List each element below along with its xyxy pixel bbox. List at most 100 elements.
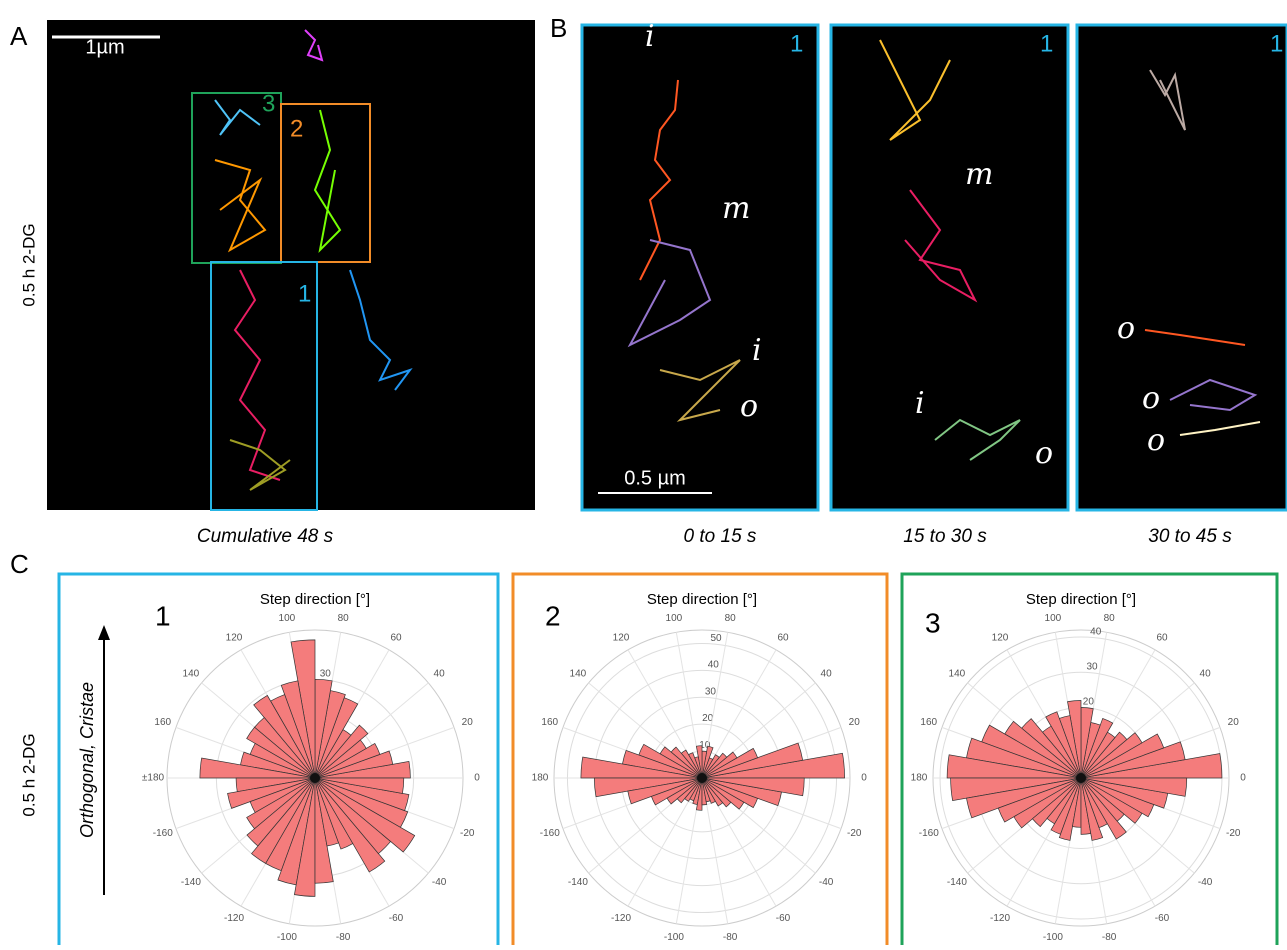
theta-tick-label: -160 xyxy=(153,828,173,839)
region-label: 1 xyxy=(1270,30,1283,57)
bar xyxy=(314,777,416,853)
trajectories xyxy=(214,29,413,491)
theta-tick-label: -140 xyxy=(947,877,967,888)
bar xyxy=(676,777,703,804)
bar xyxy=(1058,777,1082,841)
theta-tick-label: 80 xyxy=(338,613,350,624)
region-box xyxy=(210,261,318,511)
theta-tick-label: -120 xyxy=(990,913,1010,924)
bar xyxy=(1045,711,1082,779)
theta-tick-label: 60 xyxy=(1156,632,1168,643)
bar xyxy=(946,754,1082,779)
bar xyxy=(701,777,805,797)
theta-tick-label: 80 xyxy=(725,613,737,624)
theta-tick-label: 20 xyxy=(1228,717,1240,728)
theta-tick-label: 160 xyxy=(154,717,171,728)
bar xyxy=(701,747,759,779)
axis-arrow-label: Orthogonal, Cristae xyxy=(77,682,97,838)
theta-tick-label: 140 xyxy=(570,669,587,680)
theta-tick-label: -40 xyxy=(1198,877,1213,888)
chart-title: Step direction [°] xyxy=(260,591,370,608)
theta-tick-label: -160 xyxy=(540,828,560,839)
panel-letter: B xyxy=(550,13,567,43)
theta-tick-label: 180 xyxy=(911,773,928,784)
theta-tick-label: 0 xyxy=(861,773,867,784)
bar xyxy=(199,757,316,779)
scale-label: 0.5 µm xyxy=(624,467,686,489)
r-tick-label: 40 xyxy=(1090,626,1102,637)
theta-tick-label: 40 xyxy=(1200,669,1212,680)
annotation: o xyxy=(740,389,758,424)
theta-tick-label: 120 xyxy=(226,632,243,643)
panel-letter: A xyxy=(10,21,28,51)
theta-tick-label: -140 xyxy=(181,877,201,888)
caption: 0 to 15 s xyxy=(684,526,757,547)
theta-tick-label: -120 xyxy=(611,913,631,924)
bar xyxy=(246,726,316,779)
bar xyxy=(253,694,316,779)
bar xyxy=(294,777,316,897)
panel-number: 3 xyxy=(925,607,941,638)
theta-tick-label: ±180 xyxy=(142,773,165,784)
micrograph xyxy=(47,20,535,510)
bar xyxy=(314,777,409,828)
r-tick-label: 50 xyxy=(711,633,723,644)
trajectories xyxy=(627,39,1261,461)
hub xyxy=(310,773,320,783)
chart-title: Step direction [°] xyxy=(1026,591,1136,608)
theta-tick-label: -160 xyxy=(919,828,939,839)
theta-tick-label: 0 xyxy=(1240,773,1246,784)
theta-tick-label: -80 xyxy=(1102,932,1117,943)
theta-tick-label: 160 xyxy=(920,717,937,728)
annotation: i xyxy=(752,333,762,368)
theta-tick-label: 20 xyxy=(462,717,474,728)
bar xyxy=(1080,732,1143,779)
r-tick-label: 30 xyxy=(320,669,332,680)
theta-tick-label: -100 xyxy=(1043,932,1063,943)
theta-tick-label: 100 xyxy=(666,613,683,624)
annotation: o xyxy=(1147,423,1165,458)
scale-label: 1µm xyxy=(85,36,124,58)
theta-tick-label: 40 xyxy=(821,669,833,680)
micrograph xyxy=(580,23,820,512)
bar xyxy=(1080,717,1114,779)
annotation: o xyxy=(1142,381,1160,416)
r-tick-label: 20 xyxy=(1083,697,1095,708)
region-box xyxy=(280,103,371,263)
theta-tick-label: -20 xyxy=(1226,828,1241,839)
row-label: 0.5 h 2-DG xyxy=(19,223,38,306)
r-tick-label: 30 xyxy=(1086,662,1098,673)
theta-tick-label: 140 xyxy=(949,669,966,680)
theta-tick-label: -80 xyxy=(336,932,351,943)
bar xyxy=(1080,741,1186,779)
theta-tick-label: -100 xyxy=(277,932,297,943)
theta-tick-label: 120 xyxy=(613,632,630,643)
panel-number: 1 xyxy=(155,600,171,631)
theta-tick-label: 60 xyxy=(777,632,789,643)
panel-number: 2 xyxy=(545,600,561,631)
theta-tick-label: 60 xyxy=(390,632,402,643)
bar xyxy=(695,777,703,811)
theta-tick-label: -80 xyxy=(723,932,738,943)
region-label: 1 xyxy=(1040,30,1053,57)
arrow-head xyxy=(98,625,110,640)
bar xyxy=(701,751,738,779)
annotation: m xyxy=(722,191,750,226)
theta-tick-label: -20 xyxy=(847,828,862,839)
theta-tick-label: 80 xyxy=(1104,613,1116,624)
theta-tick-label: 120 xyxy=(992,632,1009,643)
annotation: m xyxy=(965,157,993,192)
bar xyxy=(1080,777,1127,840)
bar xyxy=(1080,733,1165,779)
row-label: 0.5 h 2-DG xyxy=(19,733,38,816)
bar xyxy=(650,777,703,806)
region-label: 1 xyxy=(790,30,803,57)
panel-letter: C xyxy=(10,549,29,579)
theta-tick-label: 100 xyxy=(279,613,296,624)
theta-tick-label: 0 xyxy=(474,773,480,784)
theta-tick-label: -60 xyxy=(776,913,791,924)
hub xyxy=(697,773,707,783)
theta-tick-label: -60 xyxy=(389,913,404,924)
theta-tick-label: -20 xyxy=(460,828,475,839)
